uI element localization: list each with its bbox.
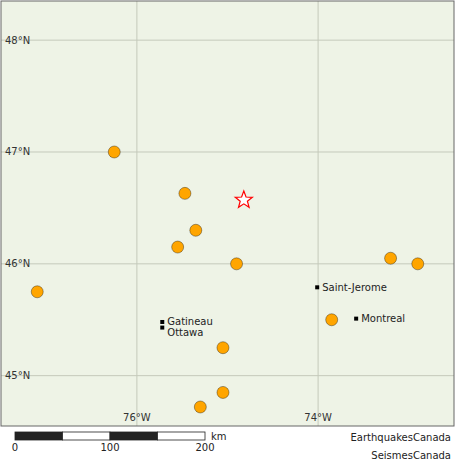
city-marker [160,326,164,330]
scale-bar-segment [63,432,111,440]
earthquake-marker [217,342,229,354]
point-label: Saint-Jerome [322,282,387,293]
scale-bar-segment [110,432,158,440]
city-marker [315,285,319,289]
earthquake-marker [385,252,397,264]
marks [31,146,424,413]
earthquake-marker [326,314,338,326]
grid-line [1,263,454,264]
earthquake-marker [194,401,206,413]
star-marker [235,191,252,207]
plot-frame [1,1,454,426]
grid-line [136,1,137,426]
scale-bar-segment [15,432,63,440]
earthquake-marker [412,258,424,270]
earthquake-marker [179,187,191,199]
chart: GatineauOttawa Saint-Jerome Montreal 45°N 46… [0,0,455,467]
plot-background [1,1,454,426]
footer: 0 100 200km EarthquakesCanada SeismesCanada [12,431,451,461]
scale-bar-label: 0 [12,442,18,453]
earthquake-marker [190,224,202,236]
point-labels: GatineauOttawa Saint-Jerome Montreal [167,282,405,339]
tick-labels: 45°N 46°N 47°N 48°N 76°W 74°W [5,35,332,423]
tick-label: 76°W [123,412,151,423]
scale-bar-label: 100 [100,442,119,453]
point-label: Montreal [361,313,405,324]
tick-label: 47°N [5,146,30,157]
grid-line [1,375,454,376]
grid-line [318,1,319,426]
grid-line [1,40,454,41]
grid [1,1,454,426]
earthquake-marker [217,386,229,398]
scale-bar-label: 200 [195,442,214,453]
point-label: Gatineau [167,316,213,327]
earthquake-marker [231,258,243,270]
scale-bar-segment [158,432,206,440]
tick-label: 46°N [5,258,30,269]
tick-label: 45°N [5,370,30,381]
city-marker [354,317,358,321]
city-marker [160,320,164,324]
earthquake-marker [108,146,120,158]
point-label: Ottawa [167,327,203,338]
tick-label: 48°N [5,35,30,46]
scale-bar-unit: km [211,431,227,442]
grid-line [1,151,454,152]
earthquake-marker [172,241,184,253]
tick-label: 74°W [304,412,332,423]
annotation: EarthquakesCanada [351,432,451,443]
annotation: SeismesCanada [371,450,451,461]
earthquake-marker [31,286,43,298]
